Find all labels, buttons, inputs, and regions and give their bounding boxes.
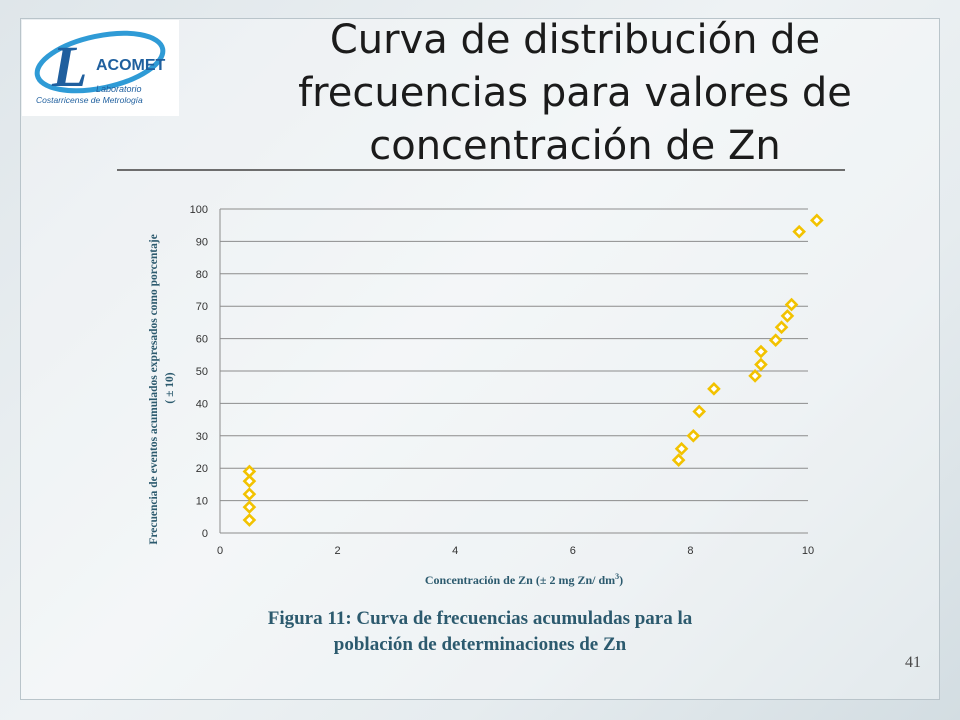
slide-frame [20,18,940,700]
slide-title: Curva de distribución de frecuencias par… [298,17,852,169]
x-tick-label: 0 [217,545,223,557]
y-tick-label: 80 [196,269,208,281]
data-points [242,213,824,527]
data-point [671,453,686,467]
data-point [780,309,795,323]
gridlines [219,208,808,534]
y-tick-label: 100 [190,204,208,216]
data-point [754,357,768,372]
data-point [242,474,257,488]
data-point [692,404,707,419]
data-point [754,344,768,359]
x-axis-label: Concentración de Zn (± 2 mg Zn/ dm3) [425,572,623,587]
y-tick-label: 90 [196,236,208,248]
data-point [242,500,257,514]
data-point [686,428,701,443]
y-tick-label: 40 [196,398,208,410]
title-divider [117,169,845,171]
y-tick-labels: 0 10 20 30 40 50 60 70 80 90 100 [190,204,208,540]
data-point [707,381,721,396]
lacomet-logo: L ACOMET Laboratorio Costarricense de Me… [22,20,179,116]
caption-line-2: población de determinaciones de Zn [333,634,627,655]
y-axis-label: Frecuencia de eventos acumulados expresa… [148,231,176,544]
y-tick-label: 50 [196,366,208,378]
svg-text:Costarricense de Metrología: Costarricense de Metrología [36,95,143,105]
x-tick-label: 2 [335,545,341,557]
x-tick-label: 8 [687,545,693,557]
y-tick-label: 0 [202,528,208,540]
svg-text:L: L [51,34,87,99]
lacomet-logo-graphic: L ACOMET Laboratorio Costarricense de Me… [34,30,166,105]
x-tick-label: 10 [802,545,814,557]
data-point [809,213,824,228]
y-tick-label: 60 [196,334,208,346]
data-point [768,333,783,348]
x-tick-label: 4 [452,545,458,557]
x-tick-labels: 0 2 4 6 8 10 [217,545,814,557]
svg-text:Laboratorio: Laboratorio [96,84,142,94]
y-tick-label: 30 [196,431,208,443]
data-point [242,513,257,527]
caption-line-1: Figura 11: Curva de frecuencias acumulad… [267,608,693,629]
y-tick-label: 10 [196,496,208,508]
data-point [784,297,799,312]
data-point [774,320,789,335]
data-point [792,224,807,239]
data-point [242,464,257,479]
data-point [242,487,257,501]
figure-caption: Figura 11: Curva de frecuencias acumulad… [160,606,800,658]
slide-number: 41 [905,654,921,671]
data-point [674,441,689,456]
y-axis-label-line2: ( ± 10) [164,372,176,403]
data-point [748,369,762,383]
x-tick-label: 6 [570,545,576,557]
y-tick-label: 20 [196,463,208,475]
y-tick-label: 70 [196,301,208,313]
svg-text:ACOMET: ACOMET [96,57,166,74]
y-axis-label-line1: Frecuencia de eventos acumulados expresa… [148,234,160,544]
